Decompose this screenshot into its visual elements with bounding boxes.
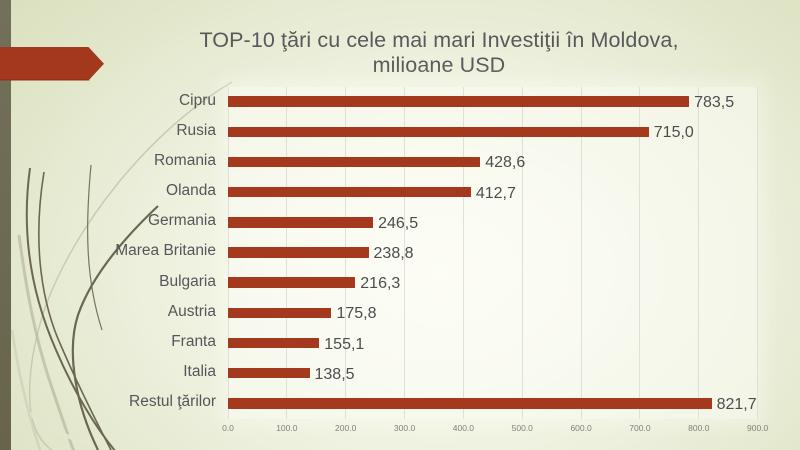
- category-label: Rusia: [176, 121, 216, 139]
- bar: [228, 367, 310, 379]
- category-label: Cipru: [178, 91, 216, 109]
- category-label: Austria: [167, 302, 216, 320]
- category-label: Germania: [147, 212, 216, 230]
- bar: [228, 156, 481, 168]
- category-label: Franta: [171, 333, 216, 351]
- x-axis-tick-label: 900.0: [747, 422, 769, 433]
- x-axis-tick-label: 400.0: [452, 422, 475, 433]
- slide-title-line2: milioane USD: [372, 53, 506, 77]
- x-axis-tick-label: 800.0: [688, 422, 710, 433]
- value-label: 216,3: [360, 275, 401, 293]
- value-label: 412,7: [475, 184, 516, 202]
- value-label: 428,6: [485, 154, 526, 172]
- gridline: [580, 86, 582, 419]
- gridline: [757, 86, 759, 419]
- value-label: 138,5: [314, 365, 355, 383]
- value-label: 715,0: [653, 124, 694, 142]
- arrow-shape: [0, 47, 104, 81]
- slide-title: TOP-10 ţări cu cele mai mari Investiţii …: [118, 28, 760, 78]
- value-label: 155,1: [324, 335, 365, 353]
- gridline: [698, 86, 700, 419]
- x-axis-tick-label: 500.0: [511, 422, 533, 433]
- x-axis-tick-label: 700.0: [629, 422, 651, 433]
- category-label: Bulgaria: [159, 272, 216, 290]
- bar: [228, 186, 471, 198]
- category-label: Romania: [153, 151, 216, 169]
- x-axis-tick-label: 600.0: [570, 422, 592, 433]
- value-label: 175,8: [336, 305, 377, 323]
- category-label: Olanda: [166, 182, 216, 200]
- value-label: 238,8: [373, 244, 414, 262]
- x-axis-tick-label: 200.0: [335, 422, 357, 433]
- x-axis-tick-label: 0.0: [222, 422, 234, 433]
- bar: [228, 126, 649, 138]
- value-label: 821,7: [716, 395, 757, 413]
- value-label: 246,5: [378, 214, 419, 232]
- category-label: Marea Britanie: [115, 242, 216, 260]
- gridline: [404, 86, 406, 419]
- value-label: 783,5: [694, 94, 735, 112]
- category-label: Restul ţărilor: [129, 393, 216, 411]
- x-axis-tick-label: 300.0: [393, 422, 416, 433]
- left-edge-stripe: [0, 0, 11, 450]
- gridline: [521, 86, 523, 419]
- bar: [228, 217, 374, 228]
- slide-title-line1: TOP-10 ţări cu cele mai mari Investiţii …: [199, 28, 679, 52]
- x-axis-tick-label: 100.0: [276, 422, 298, 433]
- bar: [228, 398, 712, 409]
- bar: [228, 307, 332, 319]
- bar: [228, 277, 356, 288]
- category-label: Italia: [183, 363, 216, 381]
- bar: [228, 247, 369, 258]
- bar: [228, 96, 690, 107]
- gridline: [639, 86, 641, 419]
- bar: [228, 337, 320, 349]
- gridline: [462, 86, 464, 419]
